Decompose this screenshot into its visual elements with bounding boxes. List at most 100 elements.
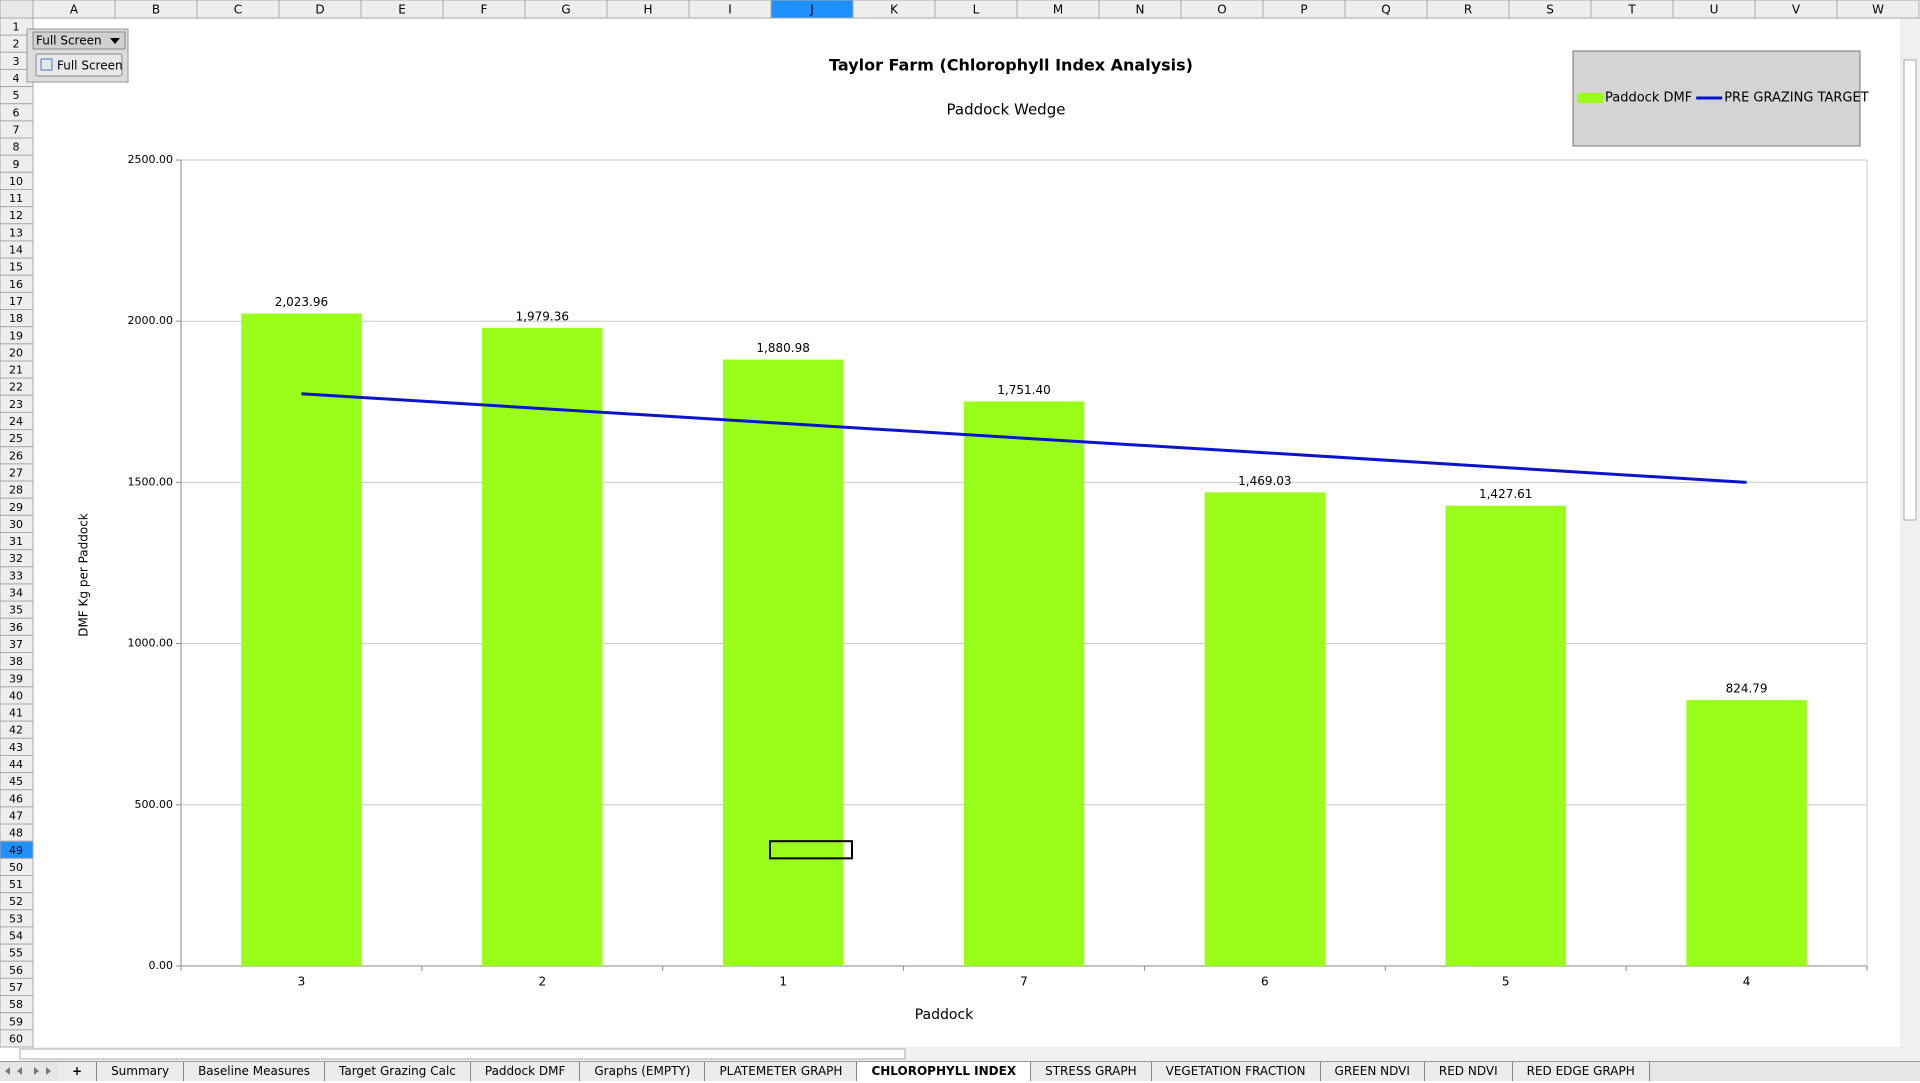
row-label: 19 [9, 329, 23, 342]
y-tick-label: 500.00 [135, 798, 174, 811]
row-label: 12 [9, 209, 23, 222]
row-label: 6 [13, 106, 20, 119]
row-label: 41 [9, 707, 23, 720]
legend-label: Paddock DMF [1605, 91, 1692, 106]
row-label: 21 [9, 364, 23, 377]
row-label: 22 [9, 381, 23, 394]
bar [1686, 700, 1807, 966]
sheet-tab[interactable]: STRESS GRAPH [1031, 1062, 1152, 1081]
tab-nav[interactable] [0, 1062, 58, 1081]
bar [722, 359, 844, 967]
row-label: 33 [9, 569, 23, 582]
row-label: 34 [9, 587, 23, 600]
column-label: L [973, 3, 980, 17]
row-label: 16 [9, 278, 23, 291]
column-label: B [152, 3, 160, 17]
bar [1445, 505, 1566, 966]
y-tick-label: 2500.00 [128, 153, 174, 166]
row-label: 25 [9, 432, 23, 445]
column-header[interactable] [1836, 0, 1920, 19]
x-tick-label: 7 [1020, 975, 1028, 989]
line [301, 392, 1747, 484]
sheet-tab-bar: + Summary Baseline Measures Target Grazing… [0, 1061, 1920, 1081]
y-tick-label: 0.00 [149, 959, 174, 972]
sheet-tab[interactable]: Graphs (EMPTY) [580, 1062, 706, 1081]
column-label: W [1872, 3, 1884, 17]
row-label: 58 [9, 998, 23, 1011]
sheet-tab[interactable]: Paddock DMF [470, 1062, 581, 1081]
sheet-tab[interactable]: RED NDVI [1424, 1062, 1513, 1081]
tab-nav-arrows[interactable] [0, 1062, 58, 1080]
row-label: 44 [9, 758, 23, 771]
add-sheet[interactable]: + [58, 1062, 98, 1081]
row-label: 14 [9, 244, 23, 257]
column-label: A [70, 3, 79, 17]
bar [963, 401, 1085, 966]
row-label: 26 [9, 449, 23, 462]
data-label: 1,880.98 [756, 341, 809, 355]
bar [1204, 492, 1326, 966]
x-tick-label: 3 [298, 975, 306, 989]
column-label: F [481, 3, 488, 17]
bar [482, 327, 603, 966]
row-label: 31 [9, 535, 23, 548]
legend-label: PRE GRAZING TARGET [1724, 91, 1869, 106]
sheet-tab[interactable]: Summary [97, 1062, 185, 1081]
selected-cell [769, 840, 853, 860]
sheet-tab[interactable]: CHLOROPHYLL INDEX [857, 1062, 1032, 1081]
row-label: 55 [9, 947, 23, 960]
row-label: 18 [9, 312, 23, 325]
data-label: 1,469.03 [1238, 474, 1291, 488]
row-label: 23 [9, 398, 23, 411]
sheet-tab[interactable]: GREEN NDVI [1320, 1062, 1425, 1081]
sheet-tab[interactable]: Target Grazing Calc [325, 1062, 471, 1081]
column-label: J [809, 3, 814, 17]
row-label: 24 [9, 415, 23, 428]
row-label: 52 [9, 895, 23, 908]
data-label: 1,751.40 [997, 383, 1050, 397]
column-label: H [643, 3, 652, 17]
column-label: R [1464, 3, 1472, 17]
row-label: 53 [9, 912, 23, 925]
corner [0, 0, 34, 19]
sheet-tab[interactable]: VEGETATION FRACTION [1151, 1062, 1321, 1081]
column-label: G [561, 3, 570, 17]
y-tick-label: 1000.00 [128, 637, 174, 650]
row-label: 45 [9, 775, 23, 788]
row-label: 28 [9, 484, 23, 497]
chart-subtitle: Paddock Wedge [947, 101, 1066, 119]
row-label: 49 [9, 844, 23, 857]
data-label: 1,979.36 [516, 309, 569, 323]
sheet-tab[interactable]: PLATEMETER GRAPH [705, 1062, 858, 1081]
row-header[interactable] [0, 1029, 34, 1048]
row-label: 37 [9, 638, 23, 651]
sheet-tab[interactable]: RED EDGE GRAPH [1512, 1062, 1650, 1081]
row-label: 48 [9, 827, 23, 840]
row-label: 38 [9, 655, 23, 668]
x-tick-label: 4 [1743, 975, 1751, 989]
column-label: N [1136, 3, 1145, 17]
y-tick-label: 2000.00 [128, 314, 174, 327]
scroll-thumb[interactable] [19, 1048, 906, 1060]
dropdown-label: Full Screen [36, 34, 102, 48]
row-label: 20 [9, 346, 23, 359]
row-label: 50 [9, 861, 23, 874]
sheet-tab[interactable]: Baseline Measures [184, 1062, 326, 1081]
data-label: 2,023.96 [275, 295, 328, 309]
dropdown-arrow [110, 38, 120, 44]
column-label: S [1546, 3, 1554, 17]
row-label: 11 [9, 192, 23, 205]
row-label: 29 [9, 501, 23, 514]
row-label: 17 [9, 295, 23, 308]
row-label: 51 [9, 878, 23, 891]
arrows[interactable] [5, 1067, 51, 1075]
dropdown[interactable] [32, 31, 126, 50]
column-label: V [1792, 3, 1801, 17]
row-label: 3 [13, 55, 20, 68]
x-tick-label: 1 [779, 975, 787, 989]
x-tick-label: 6 [1261, 975, 1269, 989]
x-tick-label: 2 [538, 975, 546, 989]
scroll-thumb[interactable] [1903, 59, 1917, 521]
button[interactable] [35, 53, 123, 77]
